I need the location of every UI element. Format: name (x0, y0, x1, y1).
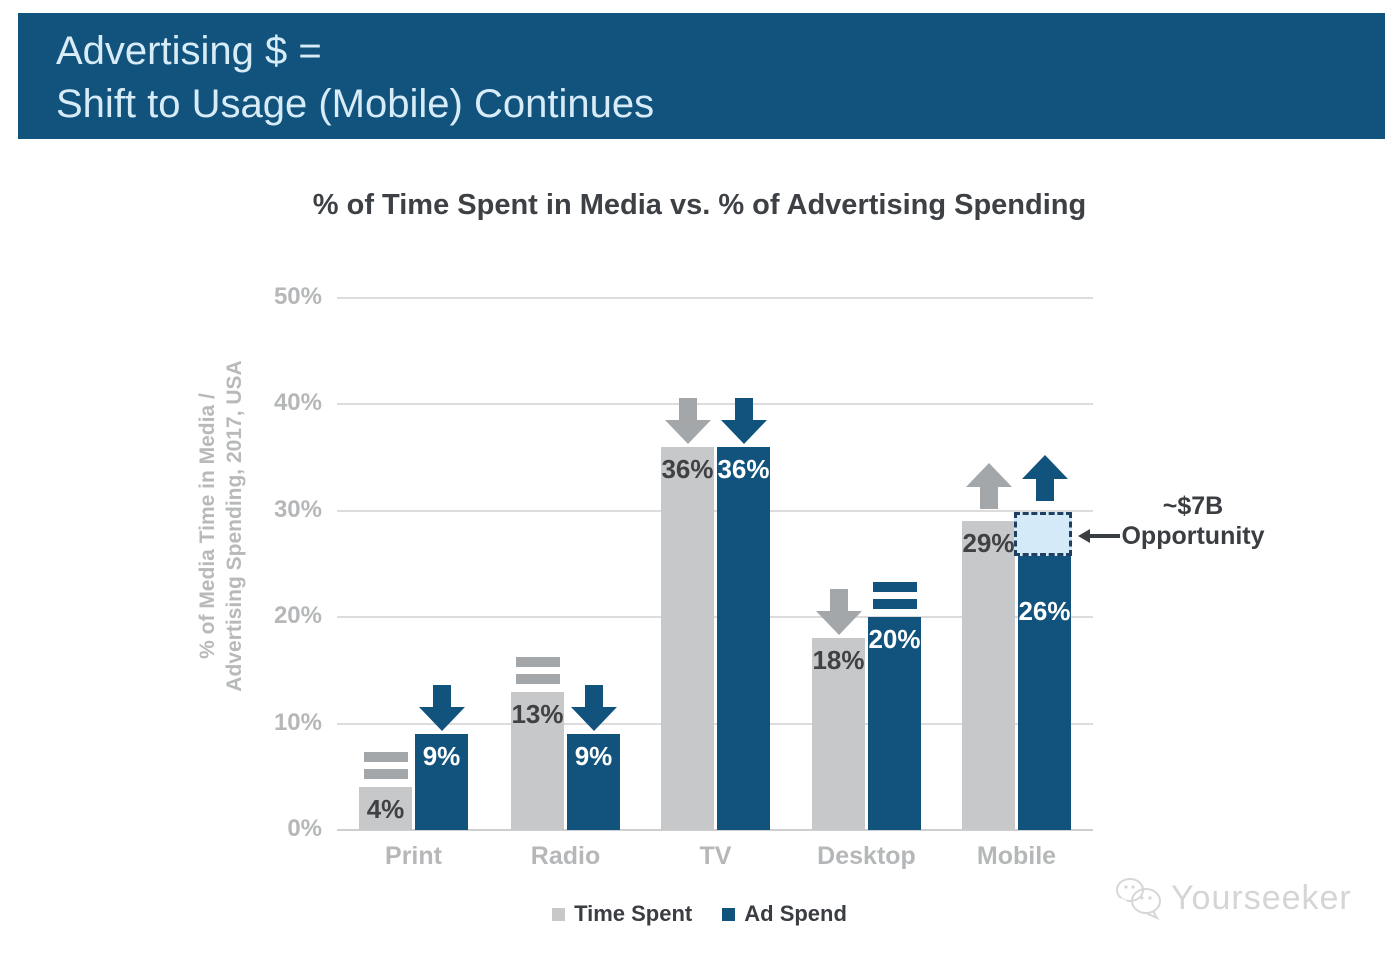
bar-value-label: 36% (661, 454, 714, 484)
legend: Time Spent Ad Spend (0, 901, 1399, 927)
header-banner: Advertising $ = Shift to Usage (Mobile) … (18, 13, 1385, 139)
bar-value-label: 9% (574, 741, 613, 771)
bar-mobile-time-spent: 29% (962, 521, 1015, 830)
gridline-0 (337, 829, 1093, 831)
equals-trend-icon (872, 582, 917, 609)
up-arrow-trend-icon (965, 463, 1012, 509)
opportunity-gap-box (1014, 512, 1072, 556)
bar-value-label: 36% (717, 454, 770, 484)
bar-radio-ad-spend: 9% (567, 734, 620, 830)
bar-desktop-ad-spend: 20% (868, 617, 921, 830)
x-category-label-desktop: Desktop (817, 842, 916, 870)
down-arrow-trend-icon (664, 398, 711, 444)
gridline-50 (337, 296, 1093, 299)
header-title: Advertising $ = Shift to Usage (Mobile) … (18, 13, 1385, 131)
watermark-text: Yourseeker (1171, 878, 1352, 917)
y-tick-label-0: 0% (287, 815, 322, 842)
legend-item-ad-spend: Ad Spend (722, 901, 847, 927)
legend-item-time-spent: Time Spent (552, 901, 692, 927)
y-axis-label-line1: % of Media Time in Media / (196, 393, 219, 659)
bar-desktop-time-spent: 18% (812, 638, 865, 830)
y-tick-label-30: 30% (273, 495, 322, 523)
gridline-10 (337, 722, 1093, 725)
annotation-line1: ~$7B (1162, 492, 1224, 520)
x-category-label-print: Print (385, 842, 442, 870)
equals-trend-icon (363, 752, 408, 779)
bar-tv-time-spent: 36% (661, 447, 714, 830)
header-title-line1: Advertising $ = (56, 29, 322, 73)
bar-print-time-spent: 4% (359, 787, 412, 830)
watermark: Yourseeker (1113, 876, 1352, 920)
header-title-line2: Shift to Usage (Mobile) Continues (56, 82, 655, 126)
down-arrow-trend-icon (570, 685, 617, 731)
x-category-label-mobile: Mobile (976, 842, 1057, 870)
bar-radio-time-spent: 13% (511, 692, 564, 830)
bar-value-label: 20% (868, 624, 921, 654)
equals-trend-icon (515, 657, 560, 684)
down-arrow-trend-icon (815, 589, 862, 635)
chat-bubbles-icon (1116, 878, 1161, 920)
bar-value-label: 9% (422, 741, 461, 771)
gridline-40 (337, 403, 1093, 405)
bar-value-label: 4% (366, 794, 405, 824)
y-tick-label-40: 40% (273, 389, 322, 416)
annotation-line2: Opportunity (1121, 522, 1265, 550)
legend-label-ad-spend: Ad Spend (744, 901, 847, 926)
y-tick-label-50: 50% (273, 282, 322, 310)
annotation-arrow-icon (1078, 529, 1120, 543)
chart-title: % of Time Spent in Media vs. % of Advert… (312, 189, 1087, 221)
bar-print-ad-spend: 9% (415, 734, 468, 830)
down-arrow-trend-icon (720, 398, 767, 444)
time-spent-swatch-icon (552, 907, 566, 921)
gridline-20 (337, 616, 1093, 618)
down-arrow-trend-icon (418, 685, 465, 731)
annotation-text: ~$7B Opportunity (1108, 491, 1278, 551)
x-category-label-radio: Radio (530, 842, 601, 870)
bar-tv-ad-spend: 36% (717, 447, 770, 830)
legend-label-time-spent: Time Spent (574, 901, 693, 926)
y-tick-label-10: 10% (273, 708, 322, 736)
up-arrow-trend-icon (1021, 454, 1068, 501)
bar-value-label: 29% (962, 528, 1015, 558)
x-category-label-tv: TV (699, 842, 732, 870)
bar-mobile-ad-spend: 26% (1018, 553, 1071, 830)
bar-value-label: 13% (511, 699, 564, 729)
ad-spend-swatch-icon (722, 907, 736, 921)
bar-value-label: 26% (1018, 596, 1071, 626)
bar-value-label: 18% (812, 645, 865, 675)
gridline-30 (337, 509, 1093, 512)
y-tick-label-20: 20% (273, 602, 322, 629)
